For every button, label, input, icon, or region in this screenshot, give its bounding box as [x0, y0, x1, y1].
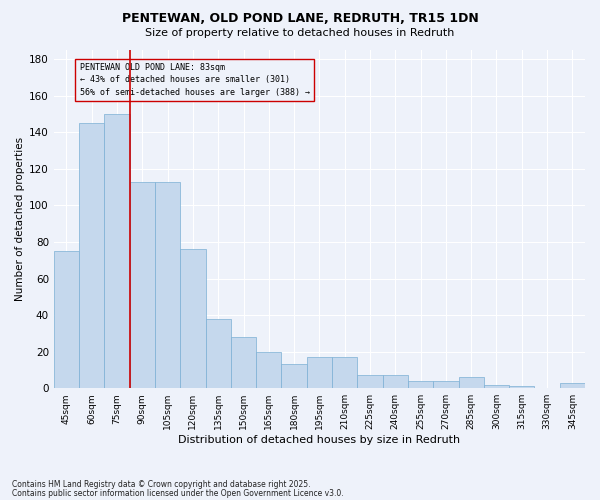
Bar: [54, 251, 79, 388]
Bar: [332, 357, 358, 388]
Bar: [231, 337, 256, 388]
X-axis label: Distribution of detached houses by size in Redruth: Distribution of detached houses by size …: [178, 435, 460, 445]
Bar: [509, 386, 535, 388]
Y-axis label: Number of detached properties: Number of detached properties: [15, 137, 25, 301]
Bar: [180, 250, 206, 388]
Bar: [358, 376, 383, 388]
Text: Size of property relative to detached houses in Redruth: Size of property relative to detached ho…: [145, 28, 455, 38]
Bar: [79, 123, 104, 388]
Bar: [155, 182, 180, 388]
Text: Contains HM Land Registry data © Crown copyright and database right 2025.: Contains HM Land Registry data © Crown c…: [12, 480, 311, 489]
Bar: [104, 114, 130, 388]
Text: Contains public sector information licensed under the Open Government Licence v3: Contains public sector information licen…: [12, 489, 344, 498]
Bar: [130, 182, 155, 388]
Bar: [433, 381, 458, 388]
Bar: [281, 364, 307, 388]
Text: PENTEWAN OLD POND LANE: 83sqm
← 43% of detached houses are smaller (301)
56% of : PENTEWAN OLD POND LANE: 83sqm ← 43% of d…: [80, 63, 310, 97]
Bar: [256, 352, 281, 388]
Bar: [484, 384, 509, 388]
Bar: [383, 376, 408, 388]
Bar: [307, 357, 332, 388]
Text: PENTEWAN, OLD POND LANE, REDRUTH, TR15 1DN: PENTEWAN, OLD POND LANE, REDRUTH, TR15 1…: [122, 12, 478, 26]
Bar: [560, 382, 585, 388]
Bar: [408, 381, 433, 388]
Bar: [206, 318, 231, 388]
Bar: [458, 377, 484, 388]
